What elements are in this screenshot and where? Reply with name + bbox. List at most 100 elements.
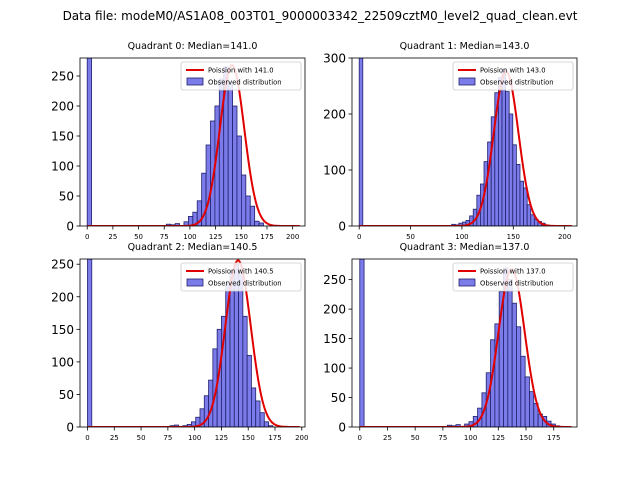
x-tick-label: 150 — [235, 233, 248, 241]
y-tick-label: 200 — [51, 290, 74, 304]
x-tick-label: 25 — [108, 233, 117, 241]
quadrant-0-title: Quadrant 0: Median=141.0 — [128, 41, 258, 52]
x-tick-label: 25 — [383, 434, 392, 442]
x-tick-label: 175 — [260, 233, 273, 241]
histogram-bar — [255, 400, 261, 427]
quadrant-0-axes-frame — [79, 57, 306, 227]
y-tick-label: 100 — [323, 164, 346, 178]
quadrant-3-axes-frame — [351, 258, 578, 428]
histogram-bar — [259, 412, 265, 427]
quadrant-1-panel: 0 50 100 150 200 0 100 200 300 Quadrant 1: Median… — [323, 41, 578, 241]
histogram-bar — [501, 68, 506, 226]
x-tick-label: 175 — [547, 434, 560, 442]
histogram-bar — [516, 326, 522, 427]
histogram-bar-zero — [86, 58, 93, 226]
legend-label-poisson: Poission with 140.5 — [208, 268, 274, 276]
legend-bar-swatch — [186, 77, 204, 86]
x-tick-label: 125 — [215, 434, 228, 442]
legend-label-observed: Observed distribution — [208, 280, 282, 288]
histogram-bar — [508, 113, 514, 226]
x-tick-label: 0 — [358, 434, 362, 442]
y-tick-label: 150 — [323, 332, 346, 346]
histogram-bar — [526, 204, 532, 226]
x-tick-label: 100 — [464, 434, 477, 442]
histogram-bar — [512, 144, 517, 226]
legend-frame — [180, 262, 302, 292]
y-tick-label: 0 — [66, 220, 74, 234]
x-tick-label: 25 — [110, 434, 119, 442]
legend-label-poisson: Poission with 143.0 — [480, 67, 546, 75]
histogram-bar — [258, 222, 264, 226]
legend-frame — [452, 262, 574, 292]
histogram-bar — [241, 174, 247, 226]
y-tick-label: 250 — [51, 70, 74, 84]
x-tick-label: 50 — [134, 233, 143, 241]
y-tick-label: 0 — [338, 421, 346, 435]
histogram-bar — [246, 354, 252, 427]
x-tick-label: 100 — [455, 233, 468, 241]
poisson-curve — [359, 267, 572, 427]
histogram-bar — [505, 91, 510, 226]
y-tick-label: 250 — [323, 273, 346, 287]
y-tick-label: 100 — [323, 362, 346, 376]
legend-label-observed: Observed distribution — [480, 280, 554, 288]
histogram-bar — [529, 391, 535, 427]
legend-bar-swatch — [186, 278, 204, 287]
legend-frame — [180, 61, 302, 91]
x-tick-label: 125 — [492, 434, 505, 442]
quadrant-1-plot-area — [358, 58, 572, 226]
histogram-bar — [227, 81, 233, 226]
histogram-bar — [245, 195, 251, 226]
poisson-curve — [359, 70, 572, 226]
histogram-bar — [520, 355, 526, 427]
histogram-bar — [263, 421, 269, 427]
quadrant-3-panel: 0 25 50 75 100 125 150 175 0 50 100 150 200 250 Quadra… — [323, 242, 578, 442]
legend-bar-swatch — [458, 278, 476, 287]
legend-label-poisson: Poission with 137.0 — [480, 268, 546, 276]
quadrant-0-panel: 0 25 50 75 100 125 150 175 200 0 50 100 150 200 250 Qua… — [51, 41, 306, 241]
y-tick-label: 50 — [331, 391, 346, 405]
quadrant-0-plot-area — [86, 58, 300, 226]
quadrant-2-panel: 0 25 50 75 100 125 150 175 200 0 50 100 150 200 250 Qua… — [51, 242, 308, 442]
y-tick-label: 50 — [59, 190, 74, 204]
histogram-bar — [232, 105, 238, 226]
histogram-bar — [174, 223, 180, 226]
histogram-bar — [229, 270, 235, 427]
quadrant-0-legend: Poission with 141.0 Observed distribution — [180, 61, 302, 91]
quadrant-1-title: Quadrant 1: Median=143.0 — [400, 41, 530, 52]
x-tick-label: 150 — [242, 434, 255, 442]
x-tick-label: 0 — [85, 434, 89, 442]
legend-label-observed: Observed distribution — [480, 79, 554, 87]
histogram-bar — [455, 424, 461, 427]
histogram-bar — [519, 180, 524, 226]
histogram-bar-zero — [87, 259, 93, 427]
x-tick-label: 175 — [268, 434, 281, 442]
x-tick-label: 100 — [188, 434, 201, 442]
x-tick-label: 200 — [295, 434, 308, 442]
x-tick-label: 150 — [519, 434, 532, 442]
histogram-bar-zero — [359, 259, 365, 427]
legend-frame — [452, 61, 574, 91]
x-tick-label: 75 — [160, 233, 169, 241]
histogram-bar — [205, 144, 211, 226]
histogram-bar-zero — [358, 58, 364, 226]
quadrant-3-title: Quadrant 3: Median=137.0 — [400, 242, 530, 253]
x-tick-label: 0 — [357, 233, 361, 241]
histogram-bar — [523, 187, 528, 226]
histogram-bar — [515, 163, 521, 226]
quadrant-1-axes-frame — [351, 57, 578, 227]
y-tick-label: 0 — [66, 421, 74, 435]
x-tick-label: 75 — [438, 434, 447, 442]
quadrant-2-title: Quadrant 2: Median=140.5 — [128, 242, 258, 253]
y-tick-label: 200 — [323, 303, 346, 317]
x-tick-label: 200 — [558, 233, 571, 241]
x-tick-label: 125 — [209, 233, 222, 241]
x-tick-label: 50 — [137, 434, 146, 442]
poisson-curve — [87, 64, 300, 226]
y-tick-label: 150 — [51, 323, 74, 337]
quadrant-3-plot-area — [359, 259, 572, 427]
y-tick-label: 0 — [338, 220, 346, 234]
histogram-bar — [242, 315, 248, 427]
y-tick-label: 200 — [51, 100, 74, 114]
